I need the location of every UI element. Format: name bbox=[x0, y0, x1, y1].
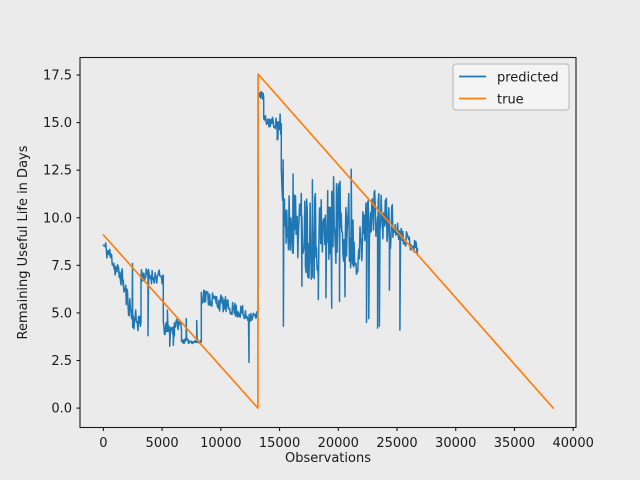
y-tick-label: 17.5 bbox=[43, 69, 72, 84]
x-tick-label: 0 bbox=[99, 436, 107, 451]
legend-label-true: true bbox=[497, 93, 524, 108]
x-tick-label: 40000 bbox=[553, 436, 594, 451]
plot-border bbox=[79, 56, 577, 429]
true-line bbox=[102, 73, 555, 409]
y-tick-label: 12.5 bbox=[43, 164, 72, 179]
y-axis-ticks: 0.0 2.5 5.0 7.5 10.0 12.5 15.0 17.5 bbox=[43, 69, 80, 417]
y-tick-label: 2.5 bbox=[51, 354, 72, 369]
predicted-line bbox=[102, 90, 419, 364]
x-tick-label: 5000 bbox=[146, 436, 179, 451]
x-tick-label: 10000 bbox=[200, 436, 241, 451]
x-tick-label: 25000 bbox=[376, 436, 417, 451]
x-axis-label: Observations bbox=[285, 451, 371, 466]
y-axis-label: Remaining Useful Life in Days bbox=[16, 145, 31, 339]
legend-label-predicted: predicted bbox=[497, 71, 559, 86]
legend: predicted true bbox=[452, 63, 570, 111]
y-tick-label: 15.0 bbox=[43, 116, 72, 131]
x-tick-label: 20000 bbox=[318, 436, 359, 451]
x-tick-label: 35000 bbox=[494, 436, 535, 451]
y-tick-label: 0.0 bbox=[51, 402, 72, 417]
x-tick-label: 15000 bbox=[259, 436, 300, 451]
series-group bbox=[102, 73, 555, 409]
x-tick-label: 30000 bbox=[435, 436, 476, 451]
y-tick-label: 10.0 bbox=[43, 211, 72, 226]
y-tick-label: 5.0 bbox=[51, 306, 72, 321]
y-tick-label: 7.5 bbox=[51, 259, 72, 274]
x-axis-ticks: 0 5000 10000 15000 20000 25000 30000 35000 40000 bbox=[99, 427, 594, 451]
